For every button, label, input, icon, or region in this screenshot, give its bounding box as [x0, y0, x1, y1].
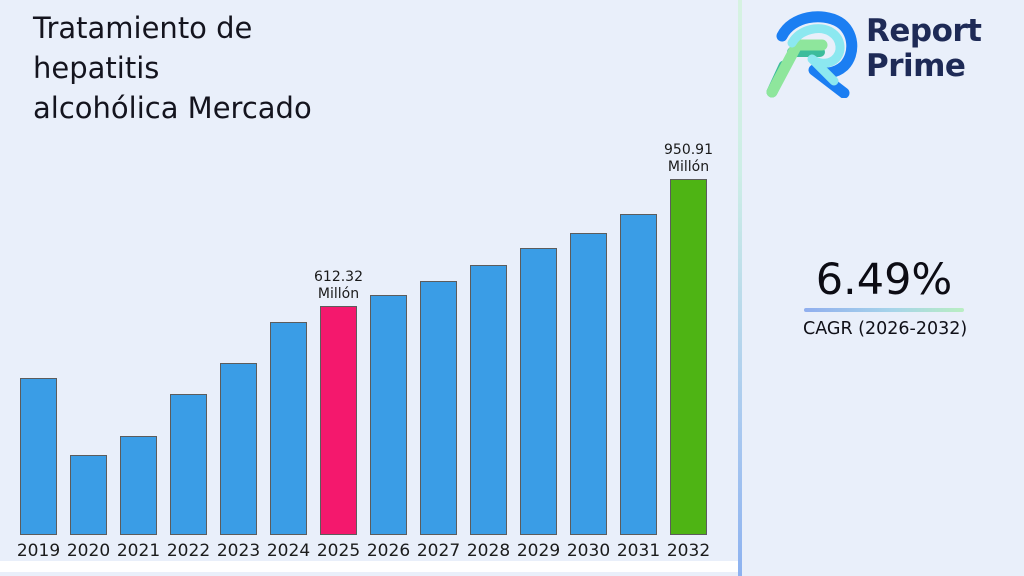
bar-group-2019: 2019 [17, 179, 60, 561]
report-prime-logo-icon [766, 11, 858, 98]
vertical-divider [738, 0, 742, 576]
bar-2020 [70, 455, 107, 535]
bar-group-2029: 2029 [517, 179, 560, 561]
bar-group-2031: 2031 [617, 179, 660, 561]
report-prime-logo: Report Prime [760, 6, 982, 98]
bottom-margin-strip [0, 561, 738, 572]
bar-group-2025: 2025 612.32 Millón [314, 179, 363, 561]
bar-2021 [120, 436, 157, 535]
bar-group-2024: 2024 [267, 179, 310, 561]
cagr-underline [804, 308, 964, 312]
x-tick-label-2032: 2032 [666, 541, 711, 561]
bar-value-label-2032: 950.91 Millón [664, 142, 713, 175]
bar-group-2021: 2021 [117, 179, 160, 561]
cagr-value: 6.49% [815, 255, 953, 305]
logo-word-prime: Prime [866, 48, 966, 84]
logo-wordmark: Report Prime [866, 14, 982, 98]
x-tick-label-2021: 2021 [116, 541, 161, 561]
x-tick-label-2023: 2023 [216, 541, 261, 561]
x-tick-label-2026: 2026 [366, 541, 411, 561]
bar-group-2030: 2030 [567, 179, 610, 561]
bar-2032 [670, 179, 707, 535]
bar-group-2020: 2020 [67, 179, 110, 561]
bar-2019 [20, 378, 57, 535]
bar-group-2027: 2027 [417, 179, 460, 561]
bar-2030 [570, 233, 607, 535]
x-tick-label-2027: 2027 [416, 541, 461, 561]
bar-value-label-2025: 612.32 Millón [314, 269, 363, 302]
x-tick-label-2029: 2029 [516, 541, 561, 561]
x-tick-label-2031: 2031 [616, 541, 661, 561]
bar-2028 [470, 265, 507, 535]
bar-group-2026: 2026 [367, 179, 410, 561]
bar-2029 [520, 248, 557, 535]
x-tick-label-2025: 2025 [316, 541, 361, 561]
x-tick-label-2019: 2019 [16, 541, 61, 561]
bar-2022 [170, 394, 207, 535]
bar-2023 [220, 363, 257, 535]
bar-chart: 2019 2020 2021 2022 2023 2024 2025 612.32 Milló… [17, 142, 720, 561]
bar-group-2032: 2032 950.91 Millón [664, 142, 713, 561]
x-tick-label-2030: 2030 [566, 541, 611, 561]
cagr-block: 6.49% CAGR (2026-2032) [803, 255, 968, 339]
x-tick-label-2024: 2024 [266, 541, 311, 561]
bar-2025 [320, 306, 357, 535]
bar-group-2022: 2022 [167, 179, 210, 561]
cagr-label: CAGR (2026-2032) [803, 319, 968, 339]
bar-2027 [420, 281, 457, 535]
logo-word-report: Report [866, 13, 982, 49]
bar-group-2023: 2023 [217, 179, 260, 561]
bar-2031 [620, 214, 657, 535]
bar-group-2028: 2028 [467, 179, 510, 561]
bar-2026 [370, 295, 407, 535]
x-tick-label-2020: 2020 [66, 541, 111, 561]
x-tick-label-2028: 2028 [466, 541, 511, 561]
page-title: Tratamiento de hepatitis alcohólica Merc… [33, 11, 312, 125]
bar-2024 [270, 322, 307, 535]
x-tick-label-2022: 2022 [166, 541, 211, 561]
